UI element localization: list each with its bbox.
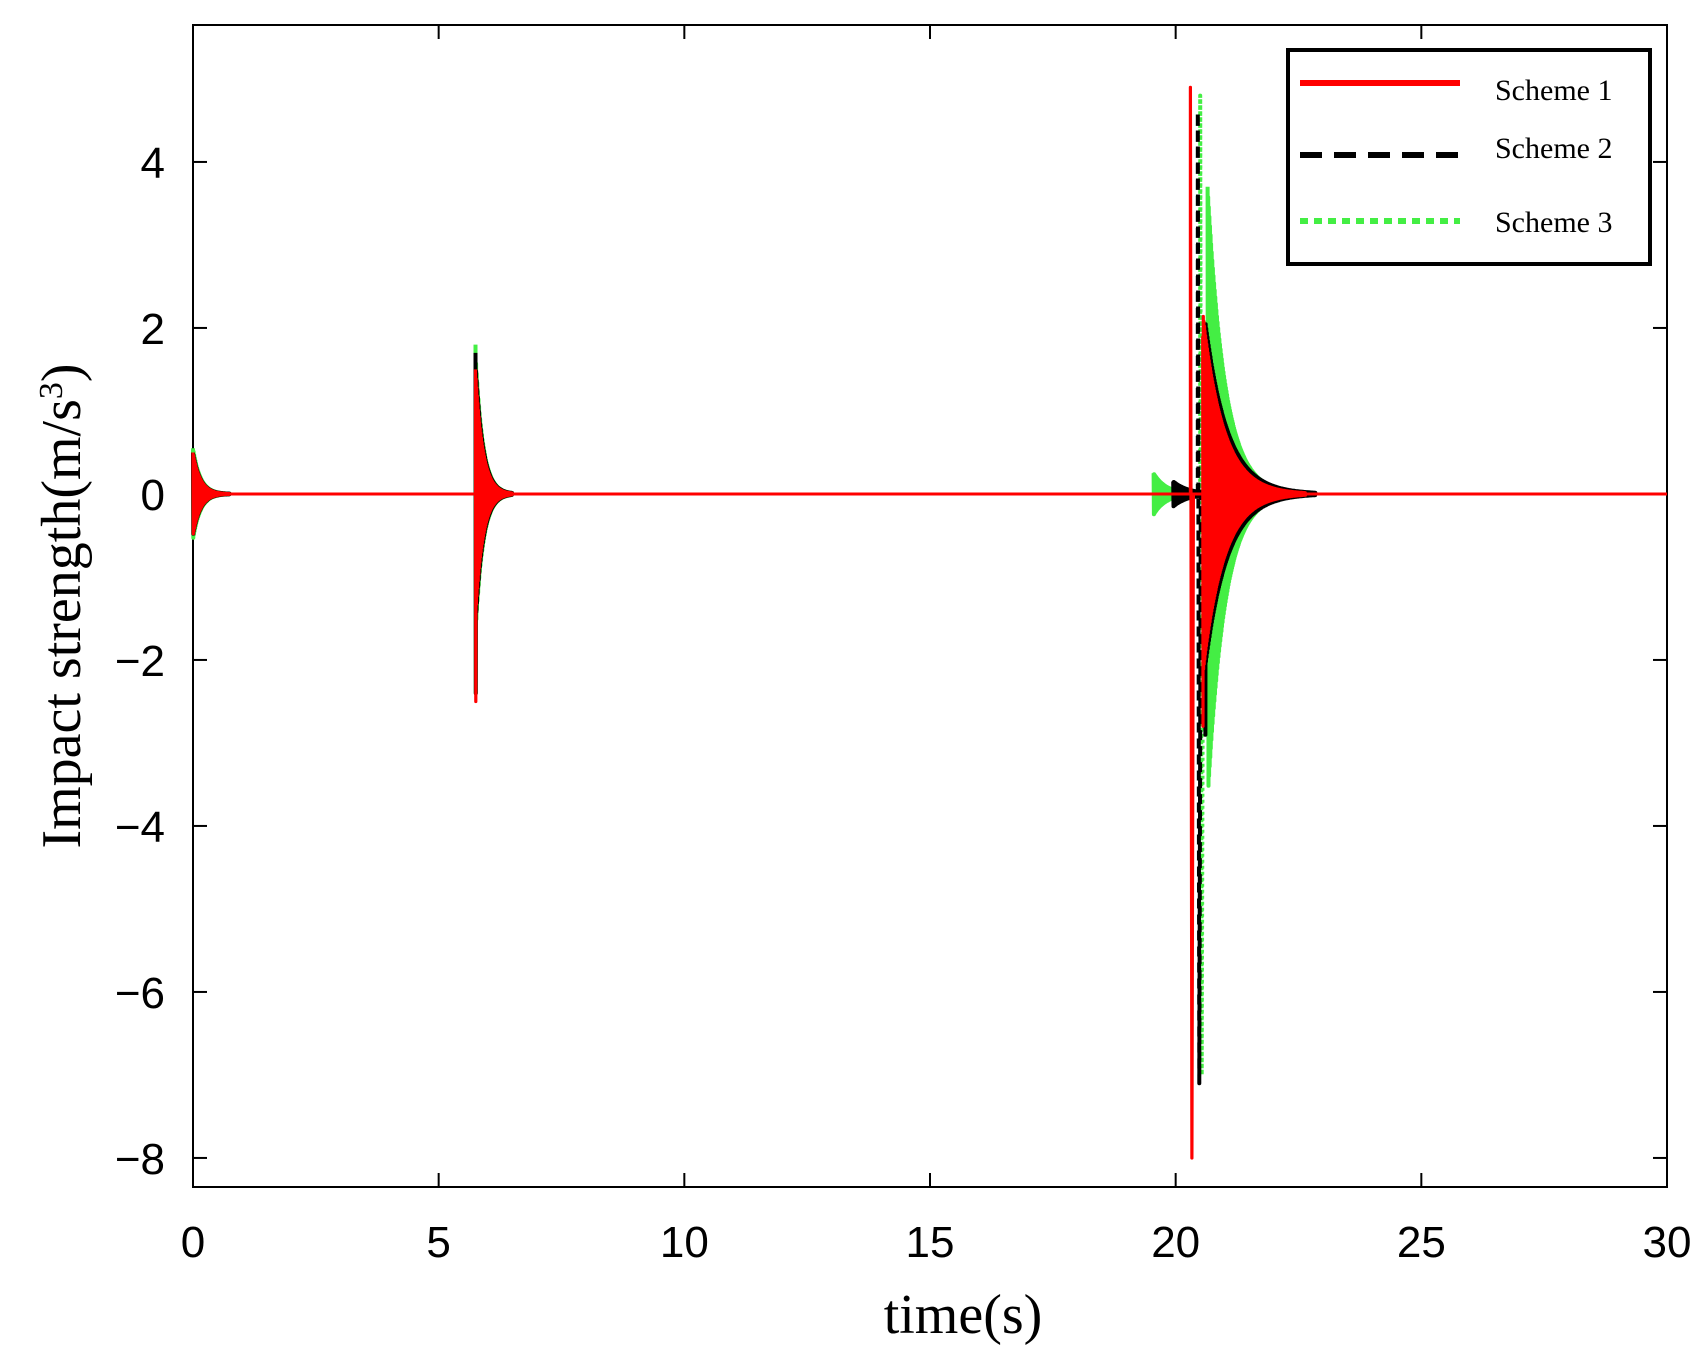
x-tick-label: 0: [181, 1218, 205, 1267]
y-axis-title: Impact strength(m/s3): [31, 363, 93, 848]
y-tick-label: 4: [141, 139, 165, 188]
x-tick-label: 10: [660, 1218, 709, 1267]
y-tick-label: −2: [115, 637, 165, 686]
x-tick-label: 30: [1643, 1218, 1692, 1267]
y-tick-label: −4: [115, 803, 165, 852]
series-event-scheme-2-3: [1195, 110, 1203, 1086]
x-tick-label: 20: [1151, 1218, 1200, 1267]
y-tick-label: −8: [115, 1135, 165, 1184]
legend-label-scheme-2: Scheme 2: [1495, 132, 1612, 165]
y-axis-title-close: ): [31, 363, 93, 382]
series-event-scheme-1-1: [473, 369, 514, 704]
x-tick-label: 25: [1397, 1218, 1446, 1267]
series-event-scheme-1-0: [191, 452, 232, 536]
legend: Scheme 1 Scheme 2 Scheme 3: [1286, 48, 1652, 266]
y-tick-label: 2: [141, 305, 165, 354]
x-axis-title: time(s): [884, 1284, 1043, 1346]
y-axis-title-main: Impact strength(m/s: [31, 399, 93, 848]
legend-label-scheme-1: Scheme 1: [1495, 74, 1612, 107]
legend-label-scheme-3: Scheme 3: [1495, 206, 1612, 239]
y-tick-label: 0: [141, 471, 165, 520]
series-event-scheme-3-3: [1198, 93, 1206, 1077]
x-tick-label: 15: [906, 1218, 955, 1267]
series-layer: [191, 85, 1667, 1160]
x-axis: 0 5 10 15 20 25 30: [181, 25, 1692, 1267]
series-event-scheme-1-3: [1201, 314, 1308, 728]
y-axis-title-sup: 3: [33, 382, 70, 399]
x-tick-label: 5: [426, 1218, 450, 1267]
y-axis: −8 −6 −4 −2 0 2 4: [115, 139, 1667, 1184]
y-tick-label: −6: [115, 969, 165, 1018]
series-event-scheme-1-2: [1188, 85, 1195, 1160]
